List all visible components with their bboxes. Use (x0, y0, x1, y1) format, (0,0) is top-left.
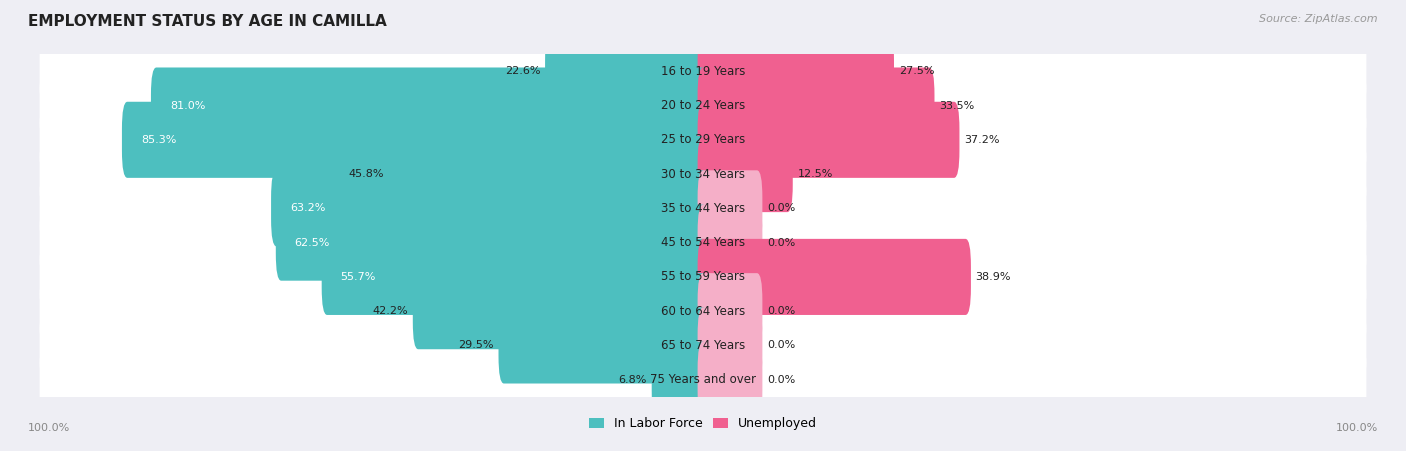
Text: 16 to 19 Years: 16 to 19 Years (661, 65, 745, 78)
FancyBboxPatch shape (39, 250, 1367, 304)
Text: 6.8%: 6.8% (619, 375, 647, 385)
FancyBboxPatch shape (276, 205, 709, 281)
Text: 0.0%: 0.0% (768, 375, 796, 385)
FancyBboxPatch shape (122, 102, 709, 178)
FancyBboxPatch shape (39, 285, 1367, 338)
Text: 42.2%: 42.2% (373, 306, 408, 316)
Text: 20 to 24 Years: 20 to 24 Years (661, 99, 745, 112)
FancyBboxPatch shape (697, 68, 935, 143)
FancyBboxPatch shape (39, 79, 1367, 132)
FancyBboxPatch shape (697, 33, 894, 109)
FancyBboxPatch shape (697, 342, 762, 418)
Text: 37.2%: 37.2% (965, 135, 1000, 145)
FancyBboxPatch shape (271, 170, 709, 246)
FancyBboxPatch shape (39, 147, 1367, 201)
Text: 100.0%: 100.0% (28, 423, 70, 433)
Text: 35 to 44 Years: 35 to 44 Years (661, 202, 745, 215)
Text: 25 to 29 Years: 25 to 29 Years (661, 133, 745, 146)
Text: 0.0%: 0.0% (768, 238, 796, 248)
FancyBboxPatch shape (697, 239, 972, 315)
Text: 65 to 74 Years: 65 to 74 Years (661, 339, 745, 352)
Text: 100.0%: 100.0% (1336, 423, 1378, 433)
Text: 63.2%: 63.2% (290, 203, 325, 213)
Text: EMPLOYMENT STATUS BY AGE IN CAMILLA: EMPLOYMENT STATUS BY AGE IN CAMILLA (28, 14, 387, 28)
FancyBboxPatch shape (39, 113, 1367, 166)
Text: 30 to 34 Years: 30 to 34 Years (661, 168, 745, 180)
Text: 81.0%: 81.0% (170, 101, 205, 110)
FancyBboxPatch shape (697, 102, 959, 178)
Text: 55 to 59 Years: 55 to 59 Years (661, 271, 745, 283)
FancyBboxPatch shape (39, 353, 1367, 406)
Text: 45.8%: 45.8% (349, 169, 384, 179)
FancyBboxPatch shape (697, 273, 762, 349)
FancyBboxPatch shape (322, 239, 709, 315)
FancyBboxPatch shape (39, 319, 1367, 372)
Text: 12.5%: 12.5% (797, 169, 832, 179)
Text: 27.5%: 27.5% (898, 66, 934, 76)
FancyBboxPatch shape (388, 136, 709, 212)
FancyBboxPatch shape (546, 33, 709, 109)
FancyBboxPatch shape (697, 205, 762, 281)
Text: 0.0%: 0.0% (768, 306, 796, 316)
Legend: In Labor Force, Unemployed: In Labor Force, Unemployed (583, 412, 823, 435)
Text: 29.5%: 29.5% (458, 341, 494, 350)
Text: 0.0%: 0.0% (768, 203, 796, 213)
FancyBboxPatch shape (499, 308, 709, 383)
Text: 75 Years and over: 75 Years and over (650, 373, 756, 386)
Text: Source: ZipAtlas.com: Source: ZipAtlas.com (1260, 14, 1378, 23)
FancyBboxPatch shape (697, 170, 762, 246)
Text: 85.3%: 85.3% (141, 135, 176, 145)
Text: 38.9%: 38.9% (976, 272, 1011, 282)
Text: 60 to 64 Years: 60 to 64 Years (661, 305, 745, 318)
FancyBboxPatch shape (150, 68, 709, 143)
Text: 22.6%: 22.6% (505, 66, 540, 76)
FancyBboxPatch shape (697, 308, 762, 383)
Text: 33.5%: 33.5% (939, 101, 974, 110)
FancyBboxPatch shape (39, 216, 1367, 269)
Text: 45 to 54 Years: 45 to 54 Years (661, 236, 745, 249)
FancyBboxPatch shape (39, 45, 1367, 98)
FancyBboxPatch shape (39, 182, 1367, 235)
FancyBboxPatch shape (413, 273, 709, 349)
Text: 55.7%: 55.7% (340, 272, 375, 282)
Text: 62.5%: 62.5% (295, 238, 330, 248)
FancyBboxPatch shape (652, 342, 709, 418)
Text: 0.0%: 0.0% (768, 341, 796, 350)
FancyBboxPatch shape (697, 136, 793, 212)
